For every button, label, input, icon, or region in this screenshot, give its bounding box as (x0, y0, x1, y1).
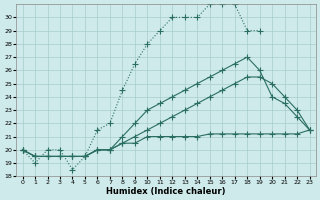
X-axis label: Humidex (Indice chaleur): Humidex (Indice chaleur) (106, 187, 226, 196)
